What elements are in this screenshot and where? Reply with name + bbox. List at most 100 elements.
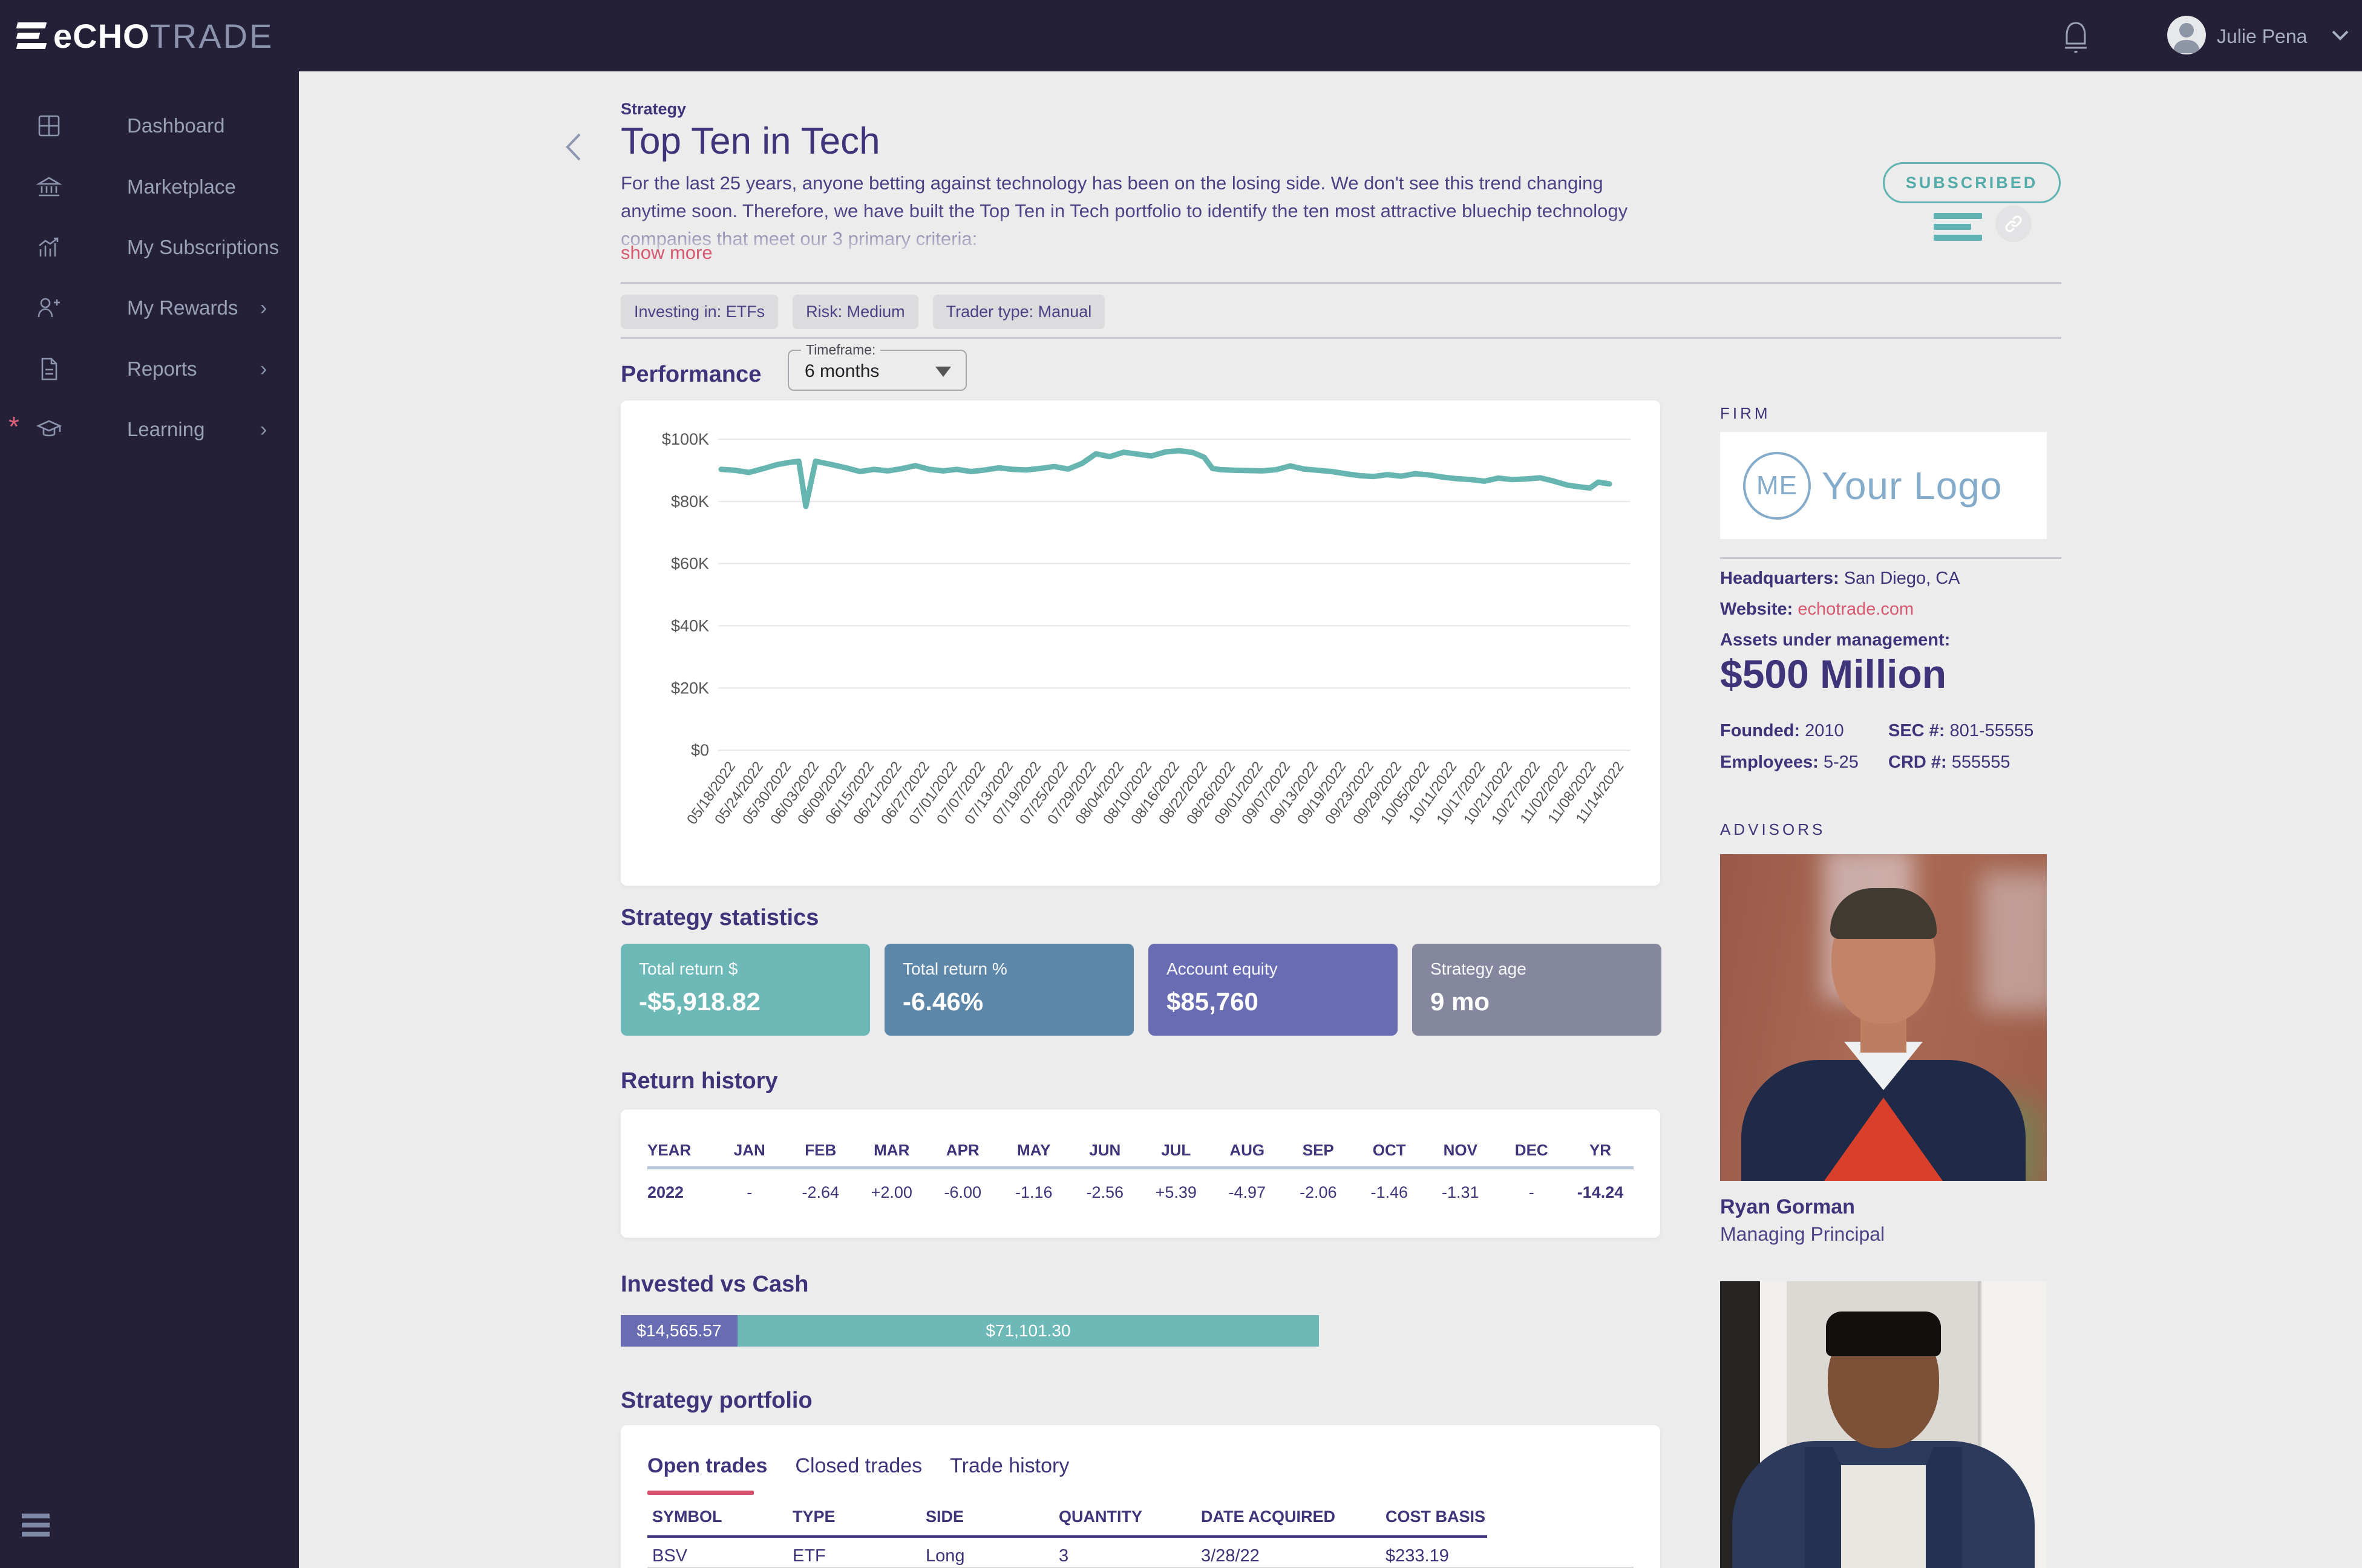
column-header: MAR <box>874 1141 910 1159</box>
firm-headquarters: Headquarters: San Diego, CA <box>1720 569 1960 589</box>
logo-echo-text: eCHO <box>53 16 150 55</box>
stat-value: 9 mo <box>1430 987 1490 1016</box>
stat-value: -6.46% <box>903 987 984 1016</box>
column-header: APR <box>946 1141 980 1159</box>
tab-trade-history[interactable]: Trade history <box>950 1454 1070 1477</box>
column-header: TYPE <box>793 1508 836 1526</box>
return-cell: -6.00 <box>944 1183 982 1201</box>
chevron-down-icon[interactable] <box>2331 29 2350 41</box>
back-chevron-button[interactable] <box>561 131 587 163</box>
trade-cell: Long <box>926 1546 965 1566</box>
return-cell: -14.24 <box>1577 1183 1624 1201</box>
column-header: OCT <box>1372 1141 1406 1159</box>
show-more-link[interactable]: show more <box>621 242 713 263</box>
return-history-row: 2022 - -2.64 +2.00 -6.00 -1.16 -2.56 +5.39 -4.97… <box>647 1183 1634 1202</box>
firm-section-label: FIRM <box>1720 404 1771 422</box>
stat-label: Total return $ <box>639 959 738 978</box>
svg-text:$20K: $20K <box>671 679 709 697</box>
trade-cell: 3/28/22 <box>1201 1546 1260 1566</box>
advisor-photo-1 <box>1720 854 2047 1181</box>
share-link-button[interactable] <box>1995 206 2032 242</box>
firm-logo-badge: ME <box>1743 451 1811 520</box>
cash-segment: $71,101.30 <box>738 1315 1319 1347</box>
column-header: NOV <box>1443 1141 1477 1159</box>
stat-card-2: Total return % -6.46% <box>885 944 1134 1036</box>
portfolio-row: BSV ETF Long 3 3/28/22 $233.19 <box>652 1546 1519 1566</box>
return-cell: -1.31 <box>1441 1183 1479 1201</box>
active-tab-underline <box>647 1491 754 1495</box>
trade-cell: $233.19 <box>1385 1546 1449 1566</box>
tab-closed-trades[interactable]: Closed trades <box>795 1454 923 1477</box>
reports-icon <box>35 355 63 383</box>
firm-aum-label: Assets under management: <box>1720 630 1950 650</box>
sidebar-collapse-button[interactable] <box>22 1514 50 1541</box>
table-divider <box>647 1535 1487 1538</box>
portfolio-card: Open trades Closed trades Trade history SY… <box>621 1425 1660 1568</box>
column-header: JUN <box>1089 1141 1121 1159</box>
strategy-description: For the last 25 years, anyone betting ag… <box>621 172 1628 249</box>
dashboard-icon <box>35 112 63 140</box>
return-cell: 2022 <box>647 1183 684 1201</box>
subscribed-button[interactable]: SUBSCRIBED <box>1883 162 2061 203</box>
headquarters-label: Headquarters: <box>1720 569 1839 588</box>
column-header: YR <box>1589 1141 1612 1159</box>
notifications-bell-icon[interactable] <box>2061 19 2091 54</box>
marketplace-icon <box>35 173 63 201</box>
subscriptions-icon <box>35 234 63 261</box>
return-cell: -2.56 <box>1086 1183 1124 1201</box>
sidebar-item-dashboard[interactable]: Dashboard <box>0 105 299 146</box>
user-avatar[interactable] <box>2167 16 2206 54</box>
watchlist-icon[interactable] <box>1934 213 1982 246</box>
sidebar-item-my-rewards[interactable]: My Rewards › <box>0 287 299 328</box>
sidebar-item-learning[interactable]: * Learning › <box>0 409 299 450</box>
portfolio-title: Strategy portfolio <box>621 1388 813 1413</box>
svg-text:$60K: $60K <box>671 555 709 573</box>
employees-label: Employees: <box>1720 753 1819 772</box>
person-icon <box>2173 23 2200 53</box>
strategy-tags: Investing in: ETFs Risk: Medium Trader typ… <box>621 295 1105 329</box>
trade-cell: 3 <box>1059 1546 1069 1566</box>
sidebar-item-reports[interactable]: Reports › <box>0 348 299 390</box>
svg-text:$80K: $80K <box>671 492 709 511</box>
column-header: FEB <box>805 1141 837 1159</box>
equity-line-chart: $100K $80K $60K $40K $20K $0 <box>662 430 1631 759</box>
page-title: Top Ten in Tech <box>621 120 880 162</box>
tab-open-trades[interactable]: Open trades <box>647 1454 768 1477</box>
sidebar-item-label: Dashboard <box>127 114 225 137</box>
svg-text:$0: $0 <box>691 741 709 759</box>
sidebar-item-my-subscriptions[interactable]: My Subscriptions <box>0 227 299 268</box>
firm-sec: SEC #: 801-55555 <box>1888 721 2033 741</box>
dropdown-caret-icon <box>935 367 951 377</box>
return-history-header: YEAR JAN FEB MAR APR MAY JUN JUL AUG SEP OCT NOV DEC… <box>647 1141 1634 1160</box>
row-divider <box>647 1567 1634 1568</box>
stat-card-3: Account equity $85,760 <box>1148 944 1398 1036</box>
echotrade-logo[interactable]: eCHO TRADE <box>16 16 273 55</box>
sidebar-item-label: Reports <box>127 358 197 380</box>
column-header: COST BASIS <box>1385 1508 1486 1526</box>
return-cell: -2.64 <box>802 1183 840 1201</box>
stat-label: Total return % <box>903 959 1007 978</box>
sidebar-item-marketplace[interactable]: Marketplace <box>0 166 299 207</box>
website-label: Website: <box>1720 599 1793 619</box>
column-header: SEP <box>1302 1141 1334 1159</box>
column-header: SIDE <box>926 1508 964 1526</box>
firm-crd: CRD #: 555555 <box>1888 753 2010 773</box>
column-header: JUL <box>1161 1141 1191 1159</box>
advisor-photo-2 <box>1720 1281 2047 1568</box>
strategy-tag: Trader type: Manual <box>932 295 1105 329</box>
stat-label: Strategy age <box>1430 959 1526 978</box>
sec-value: 801-55555 <box>1949 721 2034 740</box>
founded-value: 2010 <box>1805 721 1844 740</box>
stat-card-1: Total return $ -$5,918.82 <box>621 944 870 1036</box>
advisor-role: Managing Principal <box>1720 1223 1885 1245</box>
column-header: DEC <box>1514 1141 1548 1159</box>
website-link[interactable]: echotrade.com <box>1798 599 1914 619</box>
divider <box>1720 557 2061 559</box>
timeframe-select[interactable]: Timeframe: 6 months <box>788 342 967 391</box>
sec-label: SEC #: <box>1888 721 1945 740</box>
sidebar-item-label: Learning <box>127 418 205 440</box>
user-name[interactable]: Julie Pena <box>2217 25 2308 47</box>
crd-value: 555555 <box>1951 753 2010 772</box>
headquarters-value: San Diego, CA <box>1843 569 1960 588</box>
sidebar: Dashboard Marketplace My Subscriptions My R… <box>0 0 299 1568</box>
